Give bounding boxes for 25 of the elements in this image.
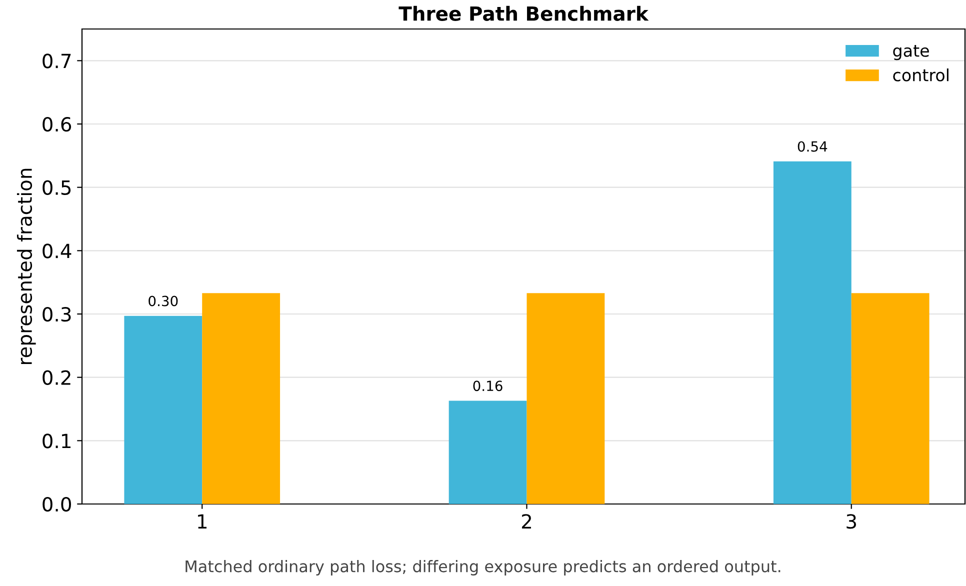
y-tick-label: 0.5 <box>42 180 71 195</box>
legend-label: control <box>893 68 948 82</box>
y-axis-title: represented fraction <box>16 168 36 364</box>
bar <box>526 293 605 504</box>
data-label: 0.16 <box>473 380 502 392</box>
y-tick-label: 0.0 <box>42 496 71 512</box>
y-tick-label: 0.4 <box>42 244 72 258</box>
y-tick-label: 0.3 <box>42 306 71 322</box>
bar <box>124 316 202 504</box>
x-tick-label: 2 <box>522 514 531 528</box>
bar <box>851 293 930 504</box>
y-tick-label: 0.1 <box>42 434 70 448</box>
legend-label: gate <box>893 44 929 60</box>
y-tick-label: 0.2 <box>42 370 70 385</box>
text: Matched ordinary path loss; differing exposure predicts an ordered output. <box>186 560 780 576</box>
y-tick-label: 0.6 <box>42 116 72 132</box>
x-tick-label: 3 <box>846 514 856 529</box>
bar <box>448 400 527 504</box>
data-label: 0.30 <box>148 296 178 306</box>
x-tick-label: 1 <box>198 514 207 528</box>
chart-title: Three Path Benchmark <box>398 6 649 21</box>
data-label: 0.54 <box>798 141 828 152</box>
bar <box>773 161 852 504</box>
y-tick-label: 0.7 <box>42 54 71 68</box>
bar <box>202 293 280 504</box>
